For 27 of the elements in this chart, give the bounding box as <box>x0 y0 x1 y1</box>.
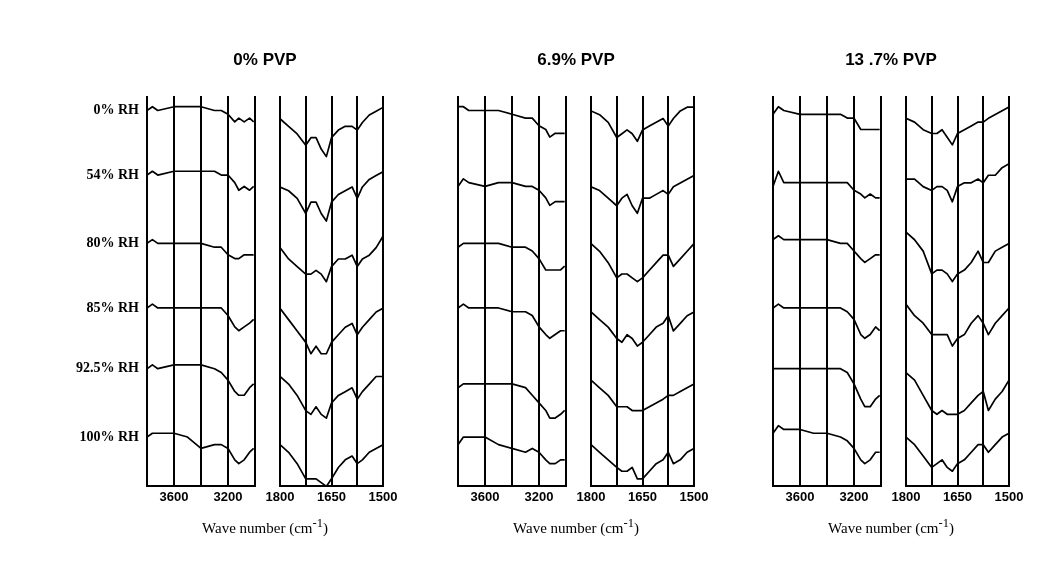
x-tick-label: 1650 <box>317 488 346 504</box>
series-label: 92.5% RH <box>76 360 140 376</box>
chart-title: 13 .7% PVP <box>844 50 938 70</box>
x-tick-label: 1650 <box>628 488 657 504</box>
x-tick-label: 3200 <box>839 488 869 504</box>
x-tick-label: 1800 <box>891 488 921 504</box>
x-tick-label: 3200 <box>213 488 243 504</box>
x-tick-label: 3600 <box>159 488 189 504</box>
x-tick-label: 1800 <box>265 488 295 504</box>
x-tick-label: 3600 <box>470 488 500 504</box>
x-tick-label: 3600 <box>785 488 815 504</box>
x-tick-label: 1650 <box>943 488 972 504</box>
x-axis-title: Wave number (cm$^{-1}$) <box>827 516 955 537</box>
series-label: 85% RH <box>86 299 140 315</box>
chart-title: 6.9% PVP <box>536 50 616 70</box>
x-tick-label: 1500 <box>994 488 1024 504</box>
series-label: 80% RH <box>86 235 140 251</box>
series-label: 0% RH <box>93 102 140 118</box>
x-tick-label: 1500 <box>679 488 709 504</box>
x-tick-label: 3200 <box>524 488 554 504</box>
x-tick-label: 1800 <box>576 488 606 504</box>
series-label: 100% RH <box>79 428 140 444</box>
series-label: 54% RH <box>86 166 140 182</box>
chart-title: 0% PVP <box>232 50 298 70</box>
x-axis-title: Wave number (cm$^{-1}$) <box>201 516 329 537</box>
x-tick-label: 1500 <box>368 488 398 504</box>
x-axis-title: Wave number (cm$^{-1}$) <box>512 516 640 537</box>
